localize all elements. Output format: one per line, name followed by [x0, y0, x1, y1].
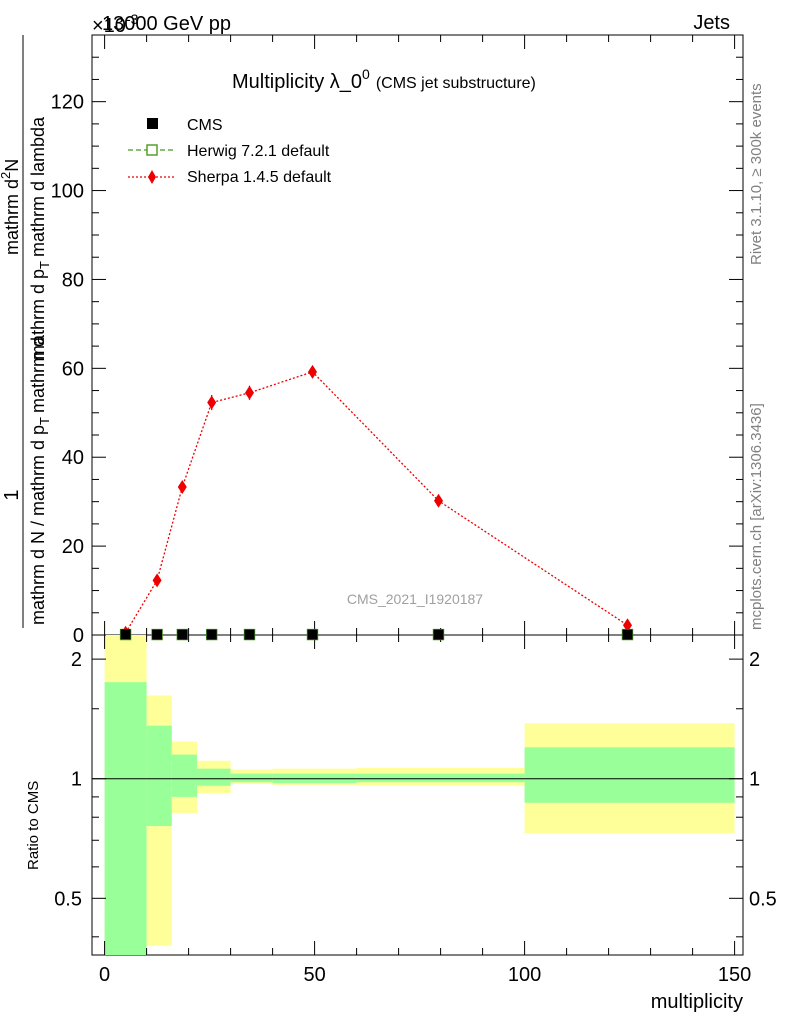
rivet-label: Rivet 3.1.10, ≥ 300k events: [748, 83, 765, 265]
energy-label: 13000 GeV pp: [102, 13, 231, 35]
scale-exponent: -3: [126, 11, 139, 27]
cms-point-1: [152, 629, 163, 640]
ratio-plot-frame: [91, 634, 744, 956]
sherpa-point-1: [152, 573, 162, 588]
main-ylabel: 1 mathrm d N / mathrm d pTmathrm d mathr…: [0, 35, 52, 628]
main-series: [119, 364, 634, 641]
ylabel-numerator: 1: [1, 489, 23, 500]
ratio-band-green-2: [171, 754, 197, 797]
cms-point-3: [206, 629, 217, 640]
ratio-ylabel: Ratio to CMS: [25, 781, 42, 870]
ylabel-lower-d: mathrm d p: [28, 269, 48, 360]
chart-title-main: Multiplicity λ_0: [232, 71, 362, 93]
ratio-xtick-label-0: 0: [99, 964, 110, 986]
sherpa-point-6: [434, 493, 443, 508]
ratio-ytick-label-1: 1: [71, 769, 82, 791]
ratio-ytick-label-2: 2: [71, 649, 82, 671]
main-ytick-label-5: 100: [51, 181, 84, 203]
analysis-id: CMS_2021_I1920187: [347, 591, 483, 607]
legend-cms-marker: [147, 118, 158, 129]
ylabel-denominator: mathrm d N / mathrm d pTmathrm d: [28, 337, 52, 625]
ratio-band-green-3: [197, 768, 231, 786]
cms-point-4: [244, 629, 255, 640]
ylabel-lower: mathrm d pTmathrm d lambda: [28, 116, 52, 360]
main-ytick-label-4: 80: [62, 269, 84, 291]
legend-sherpa-label: Sherpa 1.4.5 default: [187, 169, 332, 186]
sherpa-point-4: [245, 385, 254, 400]
ratio-band-green-1: [146, 725, 172, 827]
ylabel-mid-tail: mathrm d: [28, 337, 48, 413]
chart-subtitle: (CMS jet substructure): [376, 75, 536, 92]
main-ytick-label-6: 120: [51, 92, 84, 114]
sherpa-line: [125, 371, 628, 634]
ylabel-mid: mathrm d N / mathrm d p: [28, 425, 48, 625]
cms-point-2: [177, 629, 188, 640]
ylabel-mid-sub: T: [37, 417, 52, 425]
sherpa-point-7: [623, 618, 632, 633]
ratio-bands: [92, 635, 743, 955]
ylabel-upper-d: mathrm d: [2, 179, 22, 255]
main-ytick-label-1: 20: [62, 536, 84, 558]
ratio-band-green-7: [524, 747, 735, 803]
ratio-xtick-label-3: 150: [718, 964, 751, 986]
mcplots-label: mcplots.cern.ch [arXiv:1306.3436]: [748, 403, 765, 630]
cms-point-6: [433, 629, 444, 640]
ratio-ytick-label-0: 0.5: [54, 888, 82, 910]
main-axes: 0 20 40 60 80 100 120: [51, 35, 743, 647]
ratio-ytick-label-right-0: 0.5: [749, 888, 777, 910]
ylabel-upper-sup: 2: [0, 172, 13, 179]
legend-sherpa-marker: [148, 170, 156, 184]
sherpa-point-2: [177, 480, 187, 494]
main-ytick-label-2: 40: [62, 447, 84, 469]
category-label: Jets: [693, 12, 730, 34]
legend-cms-label: CMS: [187, 117, 223, 134]
ratio-ytick-label-right-2: 2: [749, 649, 760, 671]
sherpa-point-3: [207, 395, 217, 410]
main-ytick-label-3: 60: [62, 358, 84, 380]
scale-factor: ×10-3: [92, 11, 139, 37]
legend-herwig-label: Herwig 7.2.1 default: [187, 143, 330, 160]
xlabel: multiplicity: [651, 991, 743, 1013]
ratio-xtick-label-2: 100: [508, 964, 541, 986]
ratio-band-green-6: [356, 773, 525, 783]
cms-point-7: [622, 629, 633, 640]
sherpa-point-5: [308, 364, 317, 379]
ylabel-lower-sub: T: [37, 261, 52, 269]
scale-label: ×10: [92, 15, 126, 37]
cms-point-0: [120, 629, 131, 640]
ylabel-lower-tail: mathrm d lambda: [28, 116, 48, 257]
ratio-band-green-4: [230, 773, 273, 783]
legend-herwig-marker: [146, 144, 158, 156]
chart-title-sup: 0: [362, 66, 370, 82]
ratio-axes: 0.5 0.5 1 1 2 2 0 50 100 150: [54, 635, 777, 986]
ylabel-upper: mathrm d2N: [0, 159, 22, 255]
legend: CMS Herwig 7.2.1 default Sherpa 1.4.5 de…: [128, 117, 332, 186]
chart-title: Multiplicity λ_00 (CMS jet substructure): [232, 66, 536, 93]
ratio-band-green-0: [104, 682, 147, 955]
main-ytick-label-0: 0: [73, 625, 84, 647]
ylabel-upper-tail: N: [2, 159, 22, 172]
ratio-xtick-label-1: 50: [303, 964, 325, 986]
ratio-ytick-label-right-1: 1: [749, 769, 760, 791]
cms-point-5: [307, 629, 318, 640]
